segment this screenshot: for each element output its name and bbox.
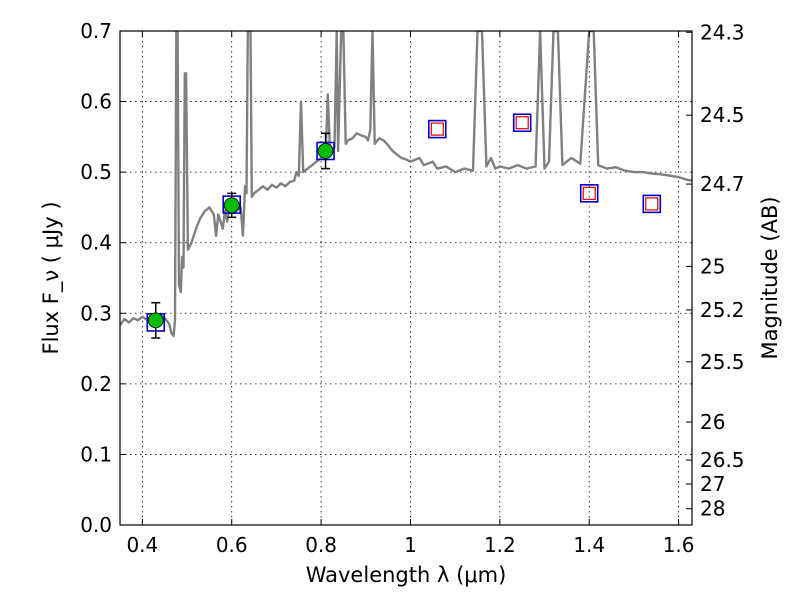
spectrum-line	[120, 31, 692, 338]
y2-tick-label: 24.3	[700, 20, 745, 44]
model-photometry-square	[512, 113, 532, 133]
label-layer: 0.4 0.6 0.8 1 1.2 1.4 1.6 0.0 0.1 0.2 0.3 0.4 0.5 0.6…	[80, 19, 744, 557]
y-tick-label: 0.4	[80, 231, 112, 255]
y2-tick-label: 28	[700, 497, 725, 521]
x-tick-label: 1	[404, 533, 417, 557]
grid-layer	[120, 30, 692, 526]
predicted-nir-square	[430, 122, 444, 136]
plot-frame	[119, 30, 693, 526]
y-tick-label: 0.1	[80, 442, 112, 466]
y2-tick-label: 24.5	[700, 103, 745, 127]
y-tick-label: 0.5	[80, 160, 112, 184]
y-tick-label: 0.3	[80, 301, 112, 325]
x-tick-label: 0.8	[305, 533, 337, 557]
predicted-nir-square	[645, 197, 659, 211]
model-photometry-square	[427, 119, 447, 139]
y2-tick-label: 26	[700, 410, 725, 434]
x-tick-label: 1.2	[484, 533, 516, 557]
y2-tick-label: 25	[700, 254, 725, 278]
y-tick-label: 0.2	[80, 372, 112, 396]
y2-tick-label: 26.5	[700, 448, 745, 472]
x-tick-label: 1.6	[663, 533, 695, 557]
model-photometry-square	[579, 184, 599, 203]
model-photometry-square	[642, 194, 662, 214]
y2-axis-label: Magnitude (AB)	[758, 196, 782, 359]
data-layer	[120, 31, 692, 339]
y-tick-label: 0.0	[80, 513, 112, 537]
observed-photometry-point	[223, 197, 240, 214]
x-tick-label: 0.6	[216, 533, 248, 557]
y-tick-label: 0.6	[80, 90, 112, 114]
y-tick-label: 0.7	[80, 19, 112, 43]
x-tick-label: 0.4	[126, 533, 158, 557]
y-axis-label: Flux F_ν ( μJy )	[39, 201, 64, 354]
observed-photometry-point	[317, 143, 334, 159]
y2-tick-label: 25.5	[700, 350, 745, 374]
y2-tick-label: 27	[700, 472, 725, 496]
tick-layer	[120, 30, 692, 526]
x-tick-label: 1.4	[573, 533, 605, 557]
x-axis-label: Wavelength λ (μm)	[306, 563, 507, 587]
y2-tick-label: 24.7	[700, 172, 745, 196]
predicted-nir-square	[515, 116, 529, 130]
observed-photometry-point	[147, 312, 164, 329]
y2-tick-label: 25.2	[700, 298, 745, 322]
predicted-nir-square	[582, 186, 596, 200]
